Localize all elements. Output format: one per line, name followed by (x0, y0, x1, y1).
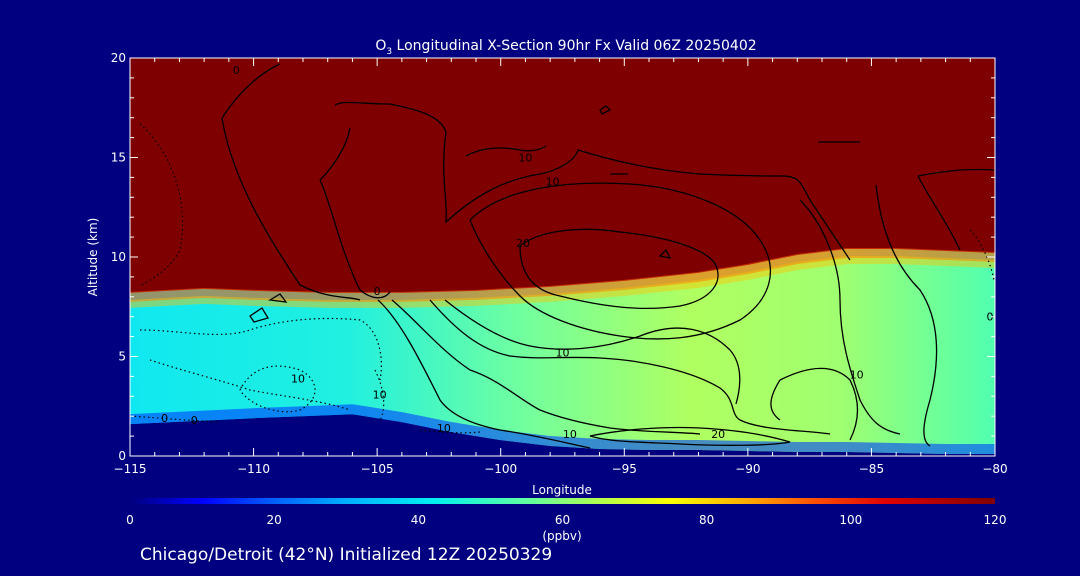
contour-line (268, 293, 288, 303)
y-tick-label: 5 (118, 350, 126, 364)
colorbar (130, 498, 995, 504)
x-tick-label: −85 (859, 462, 884, 476)
contour-line (469, 182, 772, 340)
x-tick-label: −115 (114, 462, 147, 476)
contour-label: 20 (516, 237, 530, 250)
contour-line (221, 63, 361, 301)
y-axis: 0 5 10 15 20 (111, 51, 995, 463)
contour-line (799, 199, 901, 435)
colorbar-tick-labels: 0 20 40 60 80 100 120 (126, 513, 1006, 527)
contour-labels: 0 10 10 20 0 10 10 0 0 0 10 10 10 10 20 (161, 64, 993, 441)
colorbar-tick-label: 20 (267, 513, 282, 527)
contour-line (391, 299, 701, 435)
contour-label: 0 (374, 285, 381, 298)
contour-label: 10 (518, 151, 532, 164)
contour-line (249, 307, 269, 323)
contour-line (589, 426, 791, 446)
colorbar-tick-label: 60 (555, 513, 570, 527)
contour-line (444, 299, 741, 405)
contour-label: 10 (291, 372, 305, 385)
contour-label: 10 (546, 175, 560, 188)
contour-line (770, 367, 859, 441)
colorbar-tick-label: 0 (126, 513, 134, 527)
surface-low-ozone-band (130, 404, 995, 455)
x-tick-label: −95 (612, 462, 637, 476)
y-tick-label: 0 (118, 449, 126, 463)
contour-line-dotted (130, 415, 221, 423)
contour-label: 10 (437, 422, 451, 435)
x-tick-label: −100 (484, 462, 517, 476)
contour-lines (221, 63, 995, 449)
contour-line (429, 299, 831, 435)
plot-area: 0 10 10 20 0 10 10 0 0 0 10 10 10 10 20 (130, 58, 995, 456)
title-subscript: 3 (386, 47, 392, 57)
contour-line-dotted (239, 365, 316, 413)
y-tick-label: 20 (111, 51, 126, 65)
x-tick-label: −90 (735, 462, 760, 476)
contour-line (658, 248, 672, 259)
contour-line-dotted (969, 229, 995, 281)
colorbar-tick-label: 120 (984, 513, 1007, 527)
chart-title: O3 Longitudinal X-Section 90hr Fx Valid … (375, 38, 756, 57)
title-prefix: O (375, 38, 386, 54)
colorbar-tick-label: 100 (839, 513, 862, 527)
colorbar-tick-label: 40 (411, 513, 426, 527)
contour-line (599, 105, 612, 115)
contour-line-dotted (374, 369, 385, 421)
x-axis-label: Longitude (532, 483, 592, 497)
y-tick-label: 15 (111, 151, 126, 165)
contour-line-dotted (419, 429, 481, 434)
contour-lines-dotted (130, 123, 995, 434)
y-tick-label: 10 (111, 250, 126, 264)
footer-location-text: Chicago/Detroit (42°N) Initialized 12Z 2… (140, 545, 552, 565)
contour-label: 0 (987, 311, 994, 324)
contour-label: 20 (711, 428, 725, 441)
contour-label: 10 (373, 388, 387, 401)
contour-line (917, 168, 995, 251)
contour-line-dotted (149, 359, 351, 411)
contour-line (465, 145, 547, 157)
tropopause-band-inner (130, 256, 995, 308)
x-tick-label: −105 (361, 462, 394, 476)
colorbar-units-label: (ppbv) (542, 529, 581, 543)
contour-line (377, 299, 591, 449)
contour-label: 10 (556, 347, 570, 360)
contour-label: 10 (850, 368, 864, 381)
y-axis-label: Altitude (km) (86, 218, 100, 297)
contour-label: 0 (191, 414, 198, 427)
contour-line (875, 184, 938, 447)
colorbar-tick-label: 80 (699, 513, 714, 527)
contour-label: 0 (233, 64, 240, 77)
x-tick-label: −80 (982, 462, 1007, 476)
contour-line (319, 127, 391, 299)
contour-label: 10 (563, 428, 577, 441)
contour-line (519, 228, 719, 310)
contour-label: 0 (161, 412, 168, 425)
contour-line (334, 101, 851, 261)
x-tick-label: −110 (237, 462, 270, 476)
contour-line-dotted (139, 317, 382, 381)
title-rest: Longitudinal X-Section 90hr Fx Valid 06Z… (392, 38, 757, 54)
terrain-mask (130, 414, 995, 456)
x-axis: −115 −110 −105 −100 −95 −90 −85 −80 (114, 58, 1008, 476)
